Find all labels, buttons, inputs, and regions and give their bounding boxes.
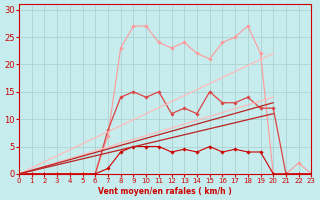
X-axis label: Vent moyen/en rafales ( km/h ): Vent moyen/en rafales ( km/h ) [98,187,232,196]
